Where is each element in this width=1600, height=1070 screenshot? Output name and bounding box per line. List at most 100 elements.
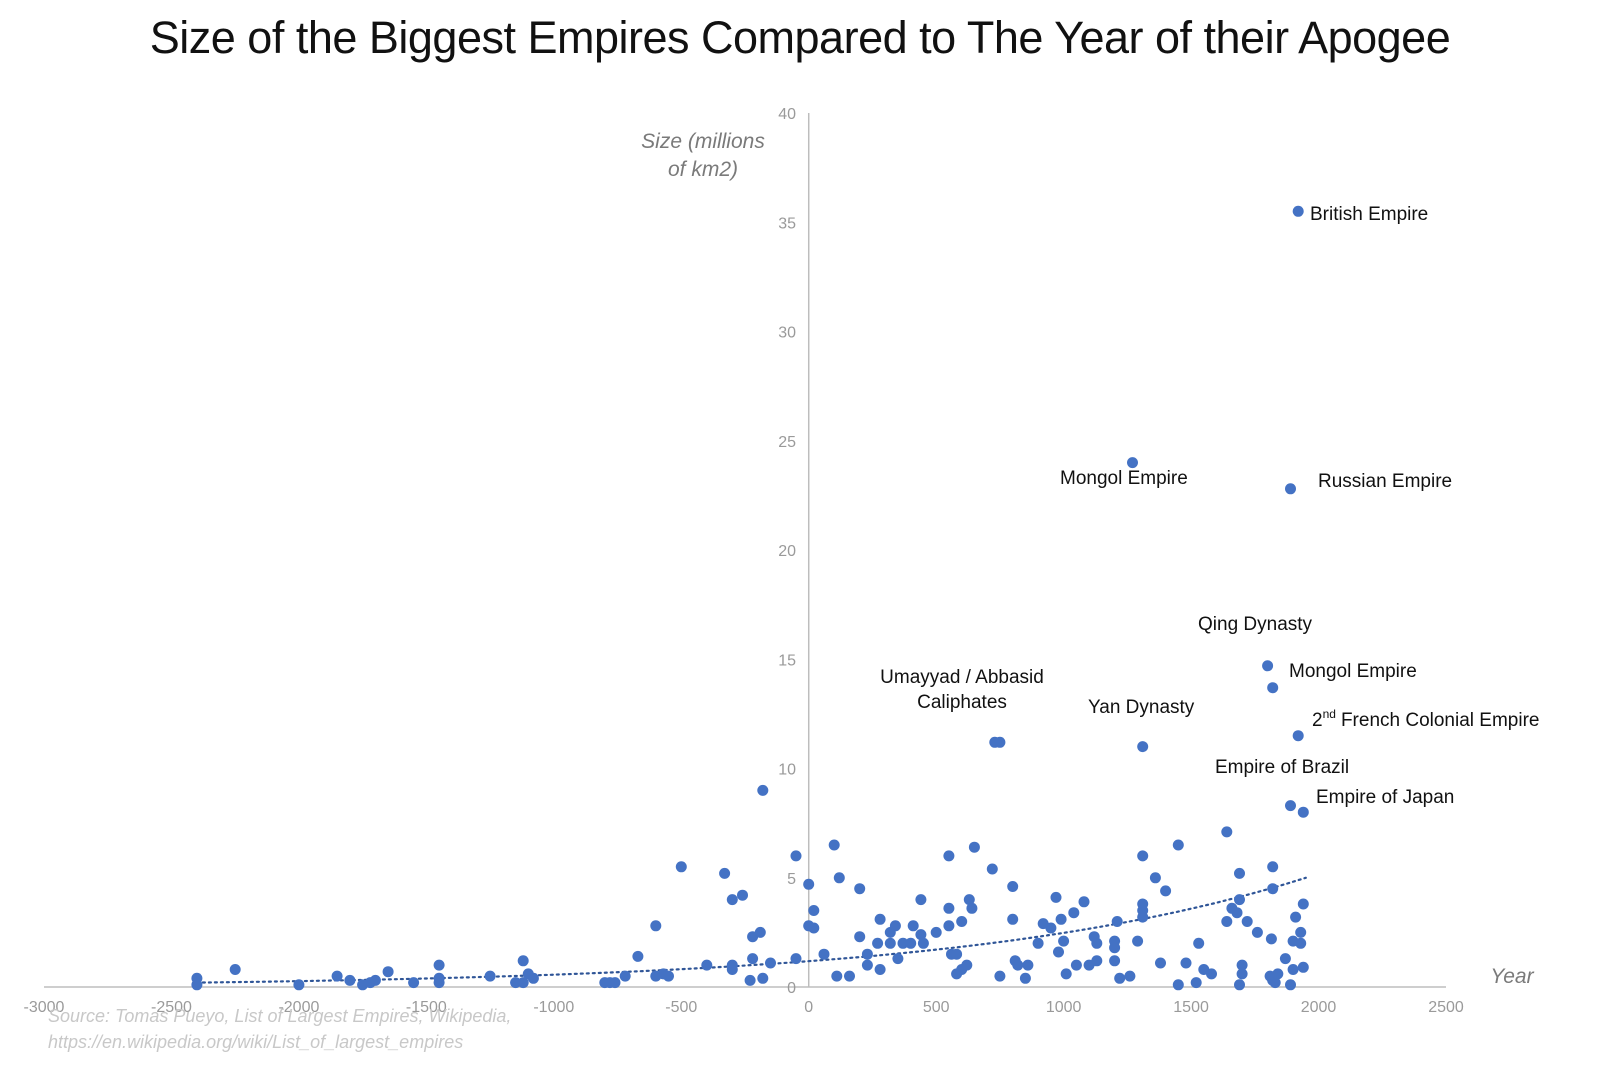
- annotation-french-colonial-text: French Colonial Empire: [1341, 710, 1540, 731]
- data-point: [1269, 977, 1281, 989]
- y-tick-label: 40: [778, 106, 796, 123]
- x-tick-label: 0: [804, 999, 813, 1016]
- data-point: [1206, 968, 1217, 980]
- annotation-umayyad-abbasid: Umayyad / Abbasid: [880, 667, 1044, 688]
- data-point: [854, 931, 866, 943]
- annotation-caliphates: Caliphates: [917, 692, 1007, 713]
- y-tick-label: 30: [778, 325, 796, 342]
- data-point: [915, 894, 927, 906]
- data-point: [1050, 891, 1062, 903]
- data-point: [619, 970, 631, 982]
- data-point: [1007, 913, 1019, 925]
- x-tick-label: 2500: [1428, 999, 1464, 1016]
- data-point: [861, 959, 873, 971]
- data-point: [917, 937, 929, 949]
- data-point: [961, 959, 973, 971]
- data-point: [726, 894, 738, 906]
- y-tick-label: 10: [778, 762, 796, 779]
- data-point: [1290, 911, 1302, 923]
- x-tick-label: 1000: [1046, 999, 1082, 1016]
- data-point: [1236, 959, 1248, 971]
- data-point: [632, 950, 644, 962]
- x-axis-label: Year: [1490, 965, 1534, 988]
- data-point: [790, 850, 802, 862]
- data-point: [1055, 913, 1067, 925]
- data-point: [808, 922, 820, 934]
- data-point: [1285, 483, 1296, 495]
- data-point: [527, 972, 539, 984]
- data-point: [943, 920, 955, 932]
- data-point: [747, 953, 759, 965]
- data-point: [861, 948, 873, 960]
- data-point: [1287, 964, 1299, 975]
- x-tick-label: -1000: [533, 999, 574, 1016]
- data-point: [369, 974, 381, 986]
- data-point: [1234, 894, 1245, 906]
- data-point: [1019, 972, 1031, 984]
- data-point: [1091, 937, 1103, 949]
- data-point: [1058, 935, 1070, 947]
- data-point: [994, 736, 1006, 748]
- data-point: [1241, 916, 1253, 927]
- y-tick-label: 35: [778, 215, 796, 232]
- data-point: [986, 863, 998, 875]
- data-point: [765, 957, 776, 969]
- data-point: [1297, 898, 1309, 910]
- annotation-mongol-empire-1270: Mongol Empire: [1060, 468, 1188, 489]
- data-point: [828, 839, 840, 851]
- data-point: [833, 872, 845, 884]
- data-point: [1012, 959, 1024, 971]
- annotation-british-empire: British Empire: [1310, 204, 1428, 225]
- data-point: [966, 902, 978, 914]
- data-point: [1091, 955, 1103, 967]
- data-point: [517, 977, 529, 989]
- data-point: [1295, 926, 1307, 938]
- data-point: [757, 784, 769, 796]
- annotation-mongol-empire-1820: Mongol Empire: [1289, 661, 1417, 682]
- data-point: [854, 883, 866, 895]
- data-point: [1160, 885, 1172, 897]
- data-point: [1295, 937, 1307, 949]
- y-axis-label-line-2: of km2): [668, 158, 738, 181]
- data-point: [1279, 953, 1291, 965]
- annotation-yan-dynasty: Yan Dynasty: [1088, 697, 1195, 718]
- y-tick-label: 20: [778, 543, 796, 560]
- x-tick-label: -2500: [151, 999, 192, 1016]
- data-point: [874, 964, 886, 975]
- data-point: [744, 974, 756, 986]
- data-point: [874, 913, 886, 925]
- trendline-path: [195, 876, 1307, 984]
- data-point: [1111, 916, 1123, 927]
- annotation-empire-of-japan: Empire of Japan: [1316, 787, 1454, 808]
- data-point: [609, 977, 621, 989]
- data-points: [191, 205, 1309, 991]
- data-point: [1272, 968, 1284, 980]
- data-point: [433, 977, 445, 989]
- data-point: [907, 920, 919, 932]
- data-point: [1070, 959, 1082, 971]
- data-point: [1155, 957, 1166, 969]
- annotation-russian-empire: Russian Empire: [1318, 471, 1452, 492]
- data-point: [1234, 867, 1245, 879]
- data-point: [892, 953, 904, 965]
- data-point: [1262, 660, 1274, 672]
- x-tick-label: -1500: [406, 999, 447, 1016]
- data-point: [790, 953, 802, 965]
- data-point: [675, 861, 687, 873]
- data-point: [1114, 972, 1126, 984]
- data-point: [1267, 883, 1279, 895]
- data-point: [433, 959, 445, 971]
- data-point: [719, 867, 731, 879]
- data-point: [1297, 806, 1309, 818]
- data-point: [1234, 979, 1245, 991]
- data-point: [331, 970, 343, 982]
- trendline: [195, 876, 1307, 984]
- data-point: [1267, 861, 1279, 873]
- data-point: [1292, 205, 1304, 217]
- annotation-french-colonial-empire: 2nd French Colonial Empire: [1312, 707, 1539, 731]
- data-point: [808, 905, 820, 916]
- data-point: [1267, 682, 1279, 694]
- data-point: [803, 878, 815, 890]
- data-point: [994, 970, 1006, 982]
